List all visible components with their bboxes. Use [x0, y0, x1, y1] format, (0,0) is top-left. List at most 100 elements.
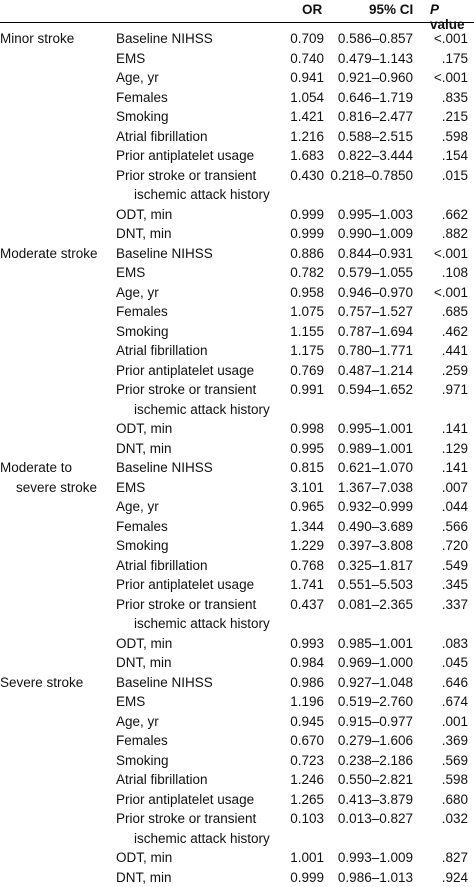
- or-cell: 0.993: [290, 634, 324, 654]
- p-value-cell: .015: [442, 166, 468, 186]
- table-row: ODT, min 0.999 0.995–1.003 .662: [0, 205, 474, 225]
- p-value-cell: .720: [442, 536, 468, 556]
- variable-label: ODT, min: [116, 848, 172, 868]
- ci-cell: 0.588–2.515: [338, 127, 413, 147]
- p-value-cell: .108: [442, 263, 468, 283]
- or-cell: 1.196: [290, 692, 324, 712]
- p-value-cell: .083: [442, 634, 468, 654]
- variable-cell: Smoking: [116, 107, 169, 127]
- p-value-cell: .462: [442, 322, 468, 342]
- or-cell: 1.344: [290, 517, 324, 537]
- header-or: OR: [302, 2, 322, 17]
- or-cell: 0.709: [290, 29, 324, 49]
- p-value-cell: .345: [442, 575, 468, 595]
- ci-cell: 0.479–1.143: [338, 49, 413, 69]
- p-value-cell: .971: [442, 380, 468, 400]
- variable-label: Prior stroke or transient: [116, 595, 270, 615]
- p-value-cell: .141: [442, 419, 468, 439]
- table-header: OR 95% CI P value: [0, 0, 474, 23]
- variable-label: Smoking: [116, 322, 169, 342]
- variable-cell: DNT, min: [116, 224, 172, 244]
- variable-label: Baseline NIHSS: [116, 29, 213, 49]
- variable-label: Smoking: [116, 751, 169, 771]
- or-cell: 1.175: [290, 341, 324, 361]
- p-value-cell: .007: [442, 478, 468, 498]
- or-cell: 1.265: [290, 790, 324, 810]
- ci-cell: 0.989–1.001: [338, 439, 413, 459]
- p-value-cell: .569: [442, 751, 468, 771]
- variable-label: Prior antiplatelet usage: [116, 575, 254, 595]
- ci-cell: 0.579–1.055: [338, 263, 413, 283]
- p-value-cell: .835: [442, 88, 468, 108]
- variable-label-continued: ischemic attack history: [116, 614, 270, 634]
- variable-cell: Females: [116, 302, 168, 322]
- or-cell: 1.001: [290, 848, 324, 868]
- variable-label: Females: [116, 517, 168, 537]
- or-cell: 1.075: [290, 302, 324, 322]
- or-cell: 1.155: [290, 322, 324, 342]
- variable-label: DNT, min: [116, 868, 172, 887]
- or-cell: 0.768: [290, 556, 324, 576]
- p-value-cell: .045: [442, 653, 468, 673]
- p-value-cell: .680: [442, 790, 468, 810]
- p-value-cell: .685: [442, 302, 468, 322]
- variable-cell: Atrial fibrillation: [116, 127, 208, 147]
- ci-cell: 0.490–3.689: [338, 517, 413, 537]
- ci-cell: 0.816–2.477: [338, 107, 413, 127]
- variable-label: Smoking: [116, 536, 169, 556]
- p-value-cell: .549: [442, 556, 468, 576]
- variable-label: Age, yr: [116, 712, 159, 732]
- variable-cell: ODT, min: [116, 205, 172, 225]
- ci-cell: 0.932–0.999: [338, 497, 413, 517]
- ci-cell: 0.986–1.013: [338, 868, 413, 887]
- variable-cell: Prior antiplatelet usage: [116, 575, 254, 595]
- p-value-cell: <.001: [434, 283, 468, 303]
- variable-label: EMS: [116, 478, 145, 498]
- ci-cell: 0.995–1.003: [338, 205, 413, 225]
- p-value-cell: <.001: [434, 244, 468, 264]
- variable-cell: Smoking: [116, 751, 169, 771]
- or-cell: 0.437: [290, 595, 324, 615]
- or-cell: 0.965: [290, 497, 324, 517]
- or-cell: 0.991: [290, 380, 324, 400]
- variable-label: Age, yr: [116, 497, 159, 517]
- variable-label: Prior stroke or transient: [116, 809, 270, 829]
- p-value-cell: .662: [442, 205, 468, 225]
- variable-cell: EMS: [116, 692, 145, 712]
- or-cell: 0.999: [290, 205, 324, 225]
- ci-cell: 0.969–1.000: [338, 653, 413, 673]
- variable-label: Prior stroke or transient: [116, 380, 270, 400]
- variable-cell: Smoking: [116, 322, 169, 342]
- ci-cell: 0.551–5.503: [338, 575, 413, 595]
- variable-cell: Age, yr: [116, 283, 159, 303]
- variable-label-continued: ischemic attack history: [116, 829, 270, 849]
- or-cell: 0.945: [290, 712, 324, 732]
- p-value-cell: .674: [442, 692, 468, 712]
- variable-cell: Baseline NIHSS: [116, 673, 213, 693]
- variable-label: Baseline NIHSS: [116, 244, 213, 264]
- variable-label: Baseline NIHSS: [116, 458, 213, 478]
- variable-cell: EMS: [116, 478, 145, 498]
- variable-cell: ODT, min: [116, 634, 172, 654]
- or-cell: 0.999: [290, 224, 324, 244]
- ci-cell: 0.915–0.977: [338, 712, 413, 732]
- p-value-cell: .215: [442, 107, 468, 127]
- variable-label-continued: ischemic attack history: [116, 185, 270, 205]
